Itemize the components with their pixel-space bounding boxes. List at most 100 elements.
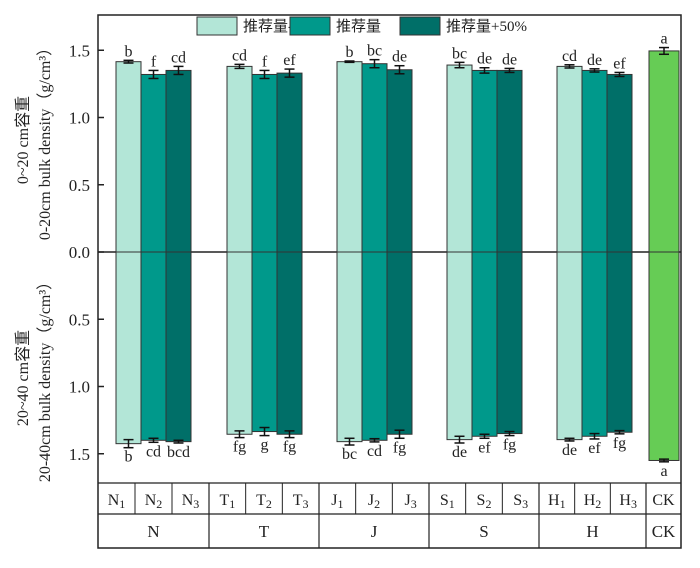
significance-label-bottom: ef <box>478 439 491 456</box>
treatment-label: H1 <box>548 492 566 511</box>
y-tick-label: 0.5 <box>69 176 90 195</box>
significance-label-bottom: cd <box>146 443 161 460</box>
legend-swatch-high <box>399 16 441 36</box>
y-tick-label: 0.5 <box>69 310 90 329</box>
bar-bottom-J1 <box>336 251 363 443</box>
significance-label-top: de <box>392 49 407 66</box>
significance-label-bottom: cd <box>367 443 382 460</box>
bar-bottom-T1 <box>226 251 253 435</box>
group-label: CK <box>652 522 676 541</box>
y-label-top-en: 0-20cm bulk density（g/cm³） <box>36 40 54 240</box>
bar-top-CK <box>648 50 680 253</box>
treatment-label: T3 <box>293 492 309 511</box>
group-label: N <box>147 522 159 541</box>
bar-top-T2 <box>251 73 278 253</box>
bar-bottom-H3 <box>606 251 633 433</box>
bar-bottom-T3 <box>276 251 303 435</box>
bar-bottom-CK <box>648 251 680 461</box>
treatment-label: N2 <box>145 492 163 511</box>
treatment-label: S2 <box>477 492 492 511</box>
significance-label-top: f <box>262 53 268 70</box>
bar-top-T3 <box>276 72 303 253</box>
significance-label-bottom: b <box>125 449 133 466</box>
treatment-label: S3 <box>513 492 528 511</box>
bar-bottom-S1 <box>446 251 473 441</box>
significance-label-top: bc <box>367 43 382 60</box>
y-tick-label: 1.0 <box>69 378 90 397</box>
significance-label-top: de <box>587 52 602 69</box>
significance-label-bottom: fg <box>283 439 296 456</box>
significance-label-top: b <box>125 43 133 60</box>
treatment-label: S1 <box>440 492 455 511</box>
bar-bottom-H2 <box>581 251 608 437</box>
significance-label-bottom: fg <box>233 439 246 456</box>
group-label: H <box>586 522 598 541</box>
bar-top-H1 <box>556 65 583 253</box>
significance-label-top: b <box>346 44 354 61</box>
significance-label-bottom: a <box>660 463 667 480</box>
treatment-label: J1 <box>331 492 343 511</box>
y-label-top-cn: 0~20 cm容重 <box>14 96 32 184</box>
significance-label-bottom: de <box>562 442 577 459</box>
significance-label-bottom: fg <box>393 439 406 456</box>
significance-label-top: bc <box>452 45 467 62</box>
bar-top-S2 <box>471 69 498 253</box>
significance-label-bottom: de <box>452 444 467 461</box>
legend-swatch-low <box>196 16 238 36</box>
plot-frame <box>97 14 682 549</box>
y-tick-label: 0.0 <box>69 243 90 262</box>
legend-label: 推荐量+50% <box>446 18 527 35</box>
treatment-label: J3 <box>405 492 417 511</box>
bar-top-T1 <box>226 65 253 253</box>
y-label-bottom-en: 20-40cm bulk density（g/cm³） <box>36 274 54 482</box>
significance-label-top: f <box>151 53 157 70</box>
significance-label-bottom: ef <box>588 440 601 457</box>
bar-top-S3 <box>496 69 523 253</box>
bar-bottom-J3 <box>386 251 413 435</box>
group-label: T <box>259 522 270 541</box>
bar-bottom-J2 <box>361 251 388 441</box>
significance-label-top: cd <box>171 49 186 66</box>
bar-bottom-T2 <box>251 251 278 433</box>
y-axis-labels: 0~20 cm容重 0-20cm bulk density（g/cm³） 20~… <box>14 40 54 482</box>
treatment-label: T2 <box>256 492 272 511</box>
bar-top-S1 <box>446 64 473 253</box>
significance-label-top: de <box>502 51 517 68</box>
significance-label-top: cd <box>232 47 247 64</box>
bar-top-H3 <box>606 73 633 253</box>
treatment-label: J2 <box>368 492 380 511</box>
bar-bottom-H1 <box>556 251 583 441</box>
y-tick-label: 1.5 <box>69 41 90 60</box>
treatment-label: H2 <box>584 492 602 511</box>
significance-label-bottom: fg <box>503 437 516 454</box>
bar-top-N3 <box>165 69 192 253</box>
bar-top-J1 <box>336 61 363 253</box>
bar-bottom-N1 <box>115 251 142 445</box>
bar-bottom-S3 <box>496 251 523 435</box>
treatment-label: CK <box>652 492 675 509</box>
legend-label: 推荐量 <box>336 18 381 35</box>
bar-top-H2 <box>581 69 608 253</box>
bar-bottom-S2 <box>471 251 498 437</box>
group-label: J <box>371 522 378 541</box>
bar-bottom-N2 <box>140 251 167 441</box>
bar-top-N2 <box>140 73 167 253</box>
legend-swatch-mid <box>289 16 331 36</box>
y-tick-label: 1.0 <box>69 109 90 128</box>
legend: 推荐量-50% 推荐量 推荐量+50% <box>196 16 527 36</box>
treatment-label: H3 <box>619 492 637 511</box>
bar-bottom-N3 <box>165 251 192 443</box>
treatment-label: N3 <box>182 492 200 511</box>
y-tick-label: 1.5 <box>69 445 90 464</box>
bar-top-J3 <box>386 69 413 253</box>
significance-label-top: ef <box>613 55 626 72</box>
bar-top-J2 <box>361 63 388 253</box>
significance-label-bottom: bc <box>342 446 357 463</box>
bar-top-N1 <box>115 61 142 253</box>
significance-label-top: ef <box>283 52 296 69</box>
treatment-label: T1 <box>219 492 235 511</box>
significance-label-bottom: g <box>261 437 269 454</box>
y-label-bottom-cn: 20~40 cm容重 <box>14 330 32 426</box>
significance-label-bottom: fg <box>613 435 626 452</box>
